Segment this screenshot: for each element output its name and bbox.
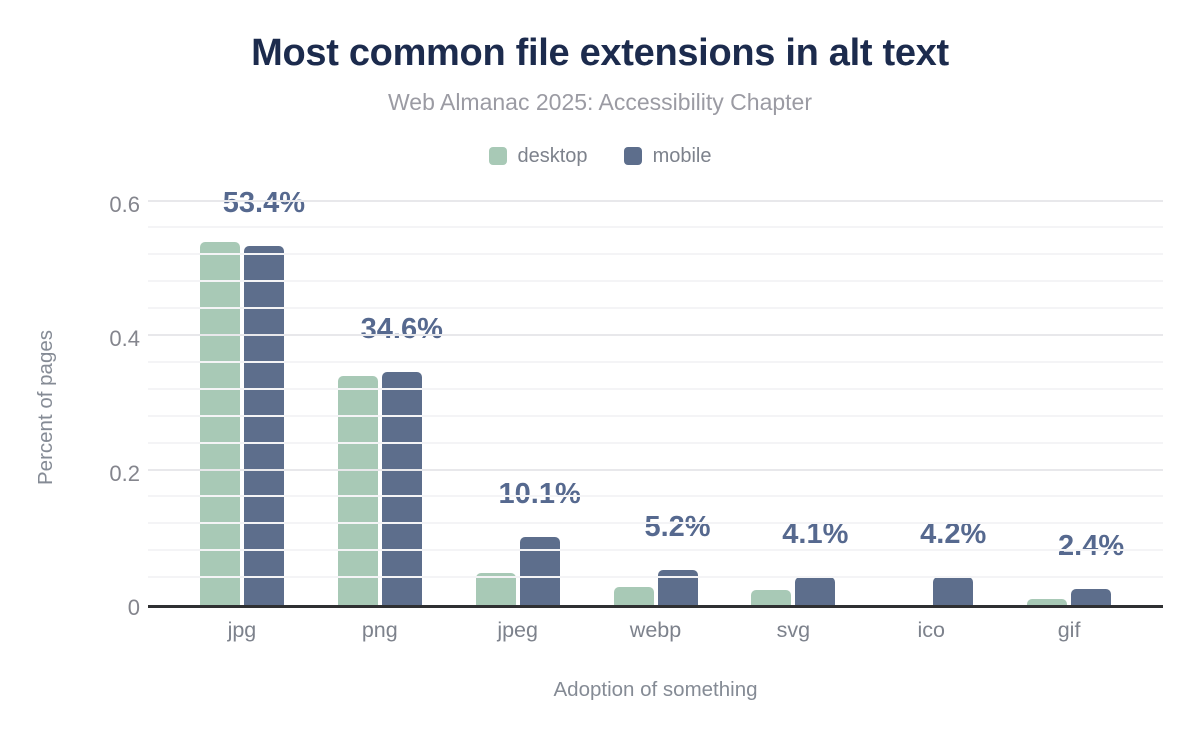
gridline-major: [148, 199, 1163, 202]
bar-value-label-svg: 4.1%: [782, 518, 849, 551]
y-axis: 0 0.2 0.4 0.6: [0, 183, 140, 620]
bar-value-label-gif: 2.4%: [1058, 529, 1125, 562]
bar-desktop-svg[interactable]: [751, 589, 792, 605]
bar-mobile-webp[interactable]: [657, 570, 698, 605]
gridline-minor: [148, 307, 1163, 310]
bar-mobile-jpg[interactable]: [243, 245, 284, 605]
x-tick-label-webp: webp: [629, 618, 682, 642]
bar-desktop-webp[interactable]: [613, 586, 654, 605]
x-tick-label-ico: ico: [917, 618, 945, 642]
bar-mobile-svg[interactable]: [795, 577, 836, 605]
plot-area: 53.4% 34.6% 10.1% 5.2% 4.1% 4.2% 2.4%: [148, 183, 1163, 608]
bar-groups: 53.4% 34.6% 10.1% 5.2% 4.1% 4.2% 2.4%: [148, 183, 1163, 605]
x-tick-label-gif: gif: [1057, 618, 1081, 642]
legend-item-desktop[interactable]: desktop: [488, 144, 588, 168]
x-tick-label-jpeg: jpeg: [497, 618, 538, 642]
bar-mobile-ico[interactable]: [933, 576, 974, 605]
bar-group-svg: 4.1%: [724, 183, 862, 605]
bar-group-jpeg: 10.1%: [449, 183, 587, 605]
bar-value-label-jpeg: 10.1%: [498, 478, 581, 511]
gridline-minor: [148, 576, 1163, 579]
legend-item-mobile[interactable]: mobile: [623, 144, 712, 168]
x-tick-label-jpg: jpg: [227, 618, 257, 642]
chart-subtitle: Web Almanac 2025: Accessibility Chapter: [387, 89, 813, 115]
x-axis-title: Adoption of something: [553, 678, 758, 701]
chart-title: Most common file extensions in alt text: [251, 32, 949, 74]
gridline-minor: [148, 495, 1163, 498]
y-tick-label-0.4: 0.4: [109, 326, 140, 351]
gridline-major: [148, 334, 1163, 337]
y-tick-label-0.6: 0.6: [109, 191, 140, 217]
bar-group-gif: 2.4%: [1000, 183, 1138, 605]
bar-mobile-png[interactable]: [381, 372, 422, 605]
gridline-minor: [148, 441, 1163, 444]
bar-group-webp: 5.2%: [587, 183, 725, 605]
bar-group-png: 34.6%: [311, 183, 449, 605]
x-tick-label-png: png: [361, 618, 398, 642]
bar-group-ico: 4.2%: [862, 183, 1000, 605]
bar-desktop-gif[interactable]: [1027, 598, 1068, 605]
gridline-minor: [148, 387, 1163, 390]
gridline-major: [148, 468, 1163, 471]
bar-value-label-jpg: 53.4%: [222, 186, 306, 219]
bar-mobile-gif[interactable]: [1071, 588, 1112, 605]
bar-desktop-png[interactable]: [337, 375, 378, 605]
bar-desktop-jpg[interactable]: [199, 241, 240, 605]
bar-group-jpg: 53.4%: [173, 183, 311, 605]
gridline-minor: [148, 280, 1163, 283]
legend-swatch-mobile-icon: [623, 147, 642, 165]
gridline-minor: [148, 360, 1163, 363]
bar-value-label-png: 34.6%: [360, 313, 443, 346]
gridline-minor: [148, 226, 1163, 229]
gridline-minor: [148, 549, 1163, 552]
chart-legend: desktop mobile: [0, 145, 1200, 167]
y-tick-label-0.2: 0.2: [109, 460, 140, 486]
bar-mobile-jpeg[interactable]: [519, 537, 560, 605]
legend-swatch-desktop-icon: [488, 147, 507, 165]
bar-value-label-webp: 5.2%: [644, 511, 711, 543]
gridline-minor: [148, 253, 1163, 256]
y-tick-label-0: 0: [127, 595, 140, 620]
x-axis: jpg png jpeg webp svg ico gif: [148, 618, 1163, 643]
x-tick-label-svg: svg: [776, 618, 811, 642]
gridline-minor: [148, 522, 1163, 525]
legend-label-desktop: desktop: [517, 144, 588, 167]
legend-label-mobile: mobile: [652, 144, 712, 167]
gridline-minor: [148, 414, 1163, 417]
